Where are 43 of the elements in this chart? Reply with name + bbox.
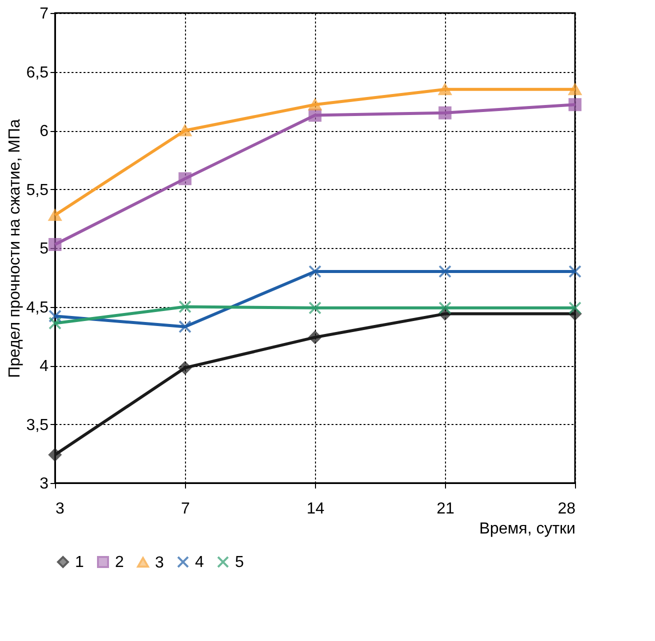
y-tick-label: 3,5 [26, 416, 49, 434]
point [48, 316, 62, 330]
point [48, 448, 62, 462]
legend-label: 2 [115, 554, 124, 571]
y-tick-label: 6 [40, 123, 49, 140]
point [308, 265, 322, 278]
x-tick-label: 3 [56, 500, 64, 518]
point [48, 238, 62, 251]
point [48, 310, 62, 323]
x-tick-label: 14 [306, 500, 324, 518]
x-tick-label: 7 [181, 500, 190, 518]
point [438, 106, 452, 120]
point [568, 98, 582, 112]
x-tick-label: 21 [436, 500, 454, 518]
point [178, 320, 192, 334]
legend-label: 5 [235, 554, 244, 571]
point [568, 301, 582, 314]
y-tick-label: 5,5 [26, 182, 49, 199]
point [178, 300, 192, 314]
point [568, 84, 582, 96]
y-tick-label: 7 [40, 6, 49, 22]
y-tick-label: 4 [40, 358, 49, 375]
legend-label: 3 [155, 554, 164, 572]
y-tick-label: 5 [40, 240, 49, 258]
x-tick-label: 28 [558, 500, 576, 518]
y-tick-label: 4,5 [26, 299, 49, 316]
point [308, 98, 322, 110]
point [438, 265, 452, 278]
point [178, 124, 192, 136]
point [308, 330, 322, 344]
y-tick-label: 3 [40, 476, 49, 492]
point [308, 301, 322, 314]
legend-label: 4 [195, 554, 204, 571]
legend-label: 1 [75, 554, 84, 571]
point [178, 361, 192, 374]
y-tick-label: 6,5 [26, 64, 49, 82]
point [438, 84, 452, 96]
point [48, 209, 62, 221]
point [438, 301, 452, 314]
point [568, 265, 582, 278]
x-axis-title: Время, сутки [479, 520, 576, 538]
point [178, 172, 192, 186]
y-axis-title: Предел прочности на сжатие, МПа [6, 119, 24, 378]
